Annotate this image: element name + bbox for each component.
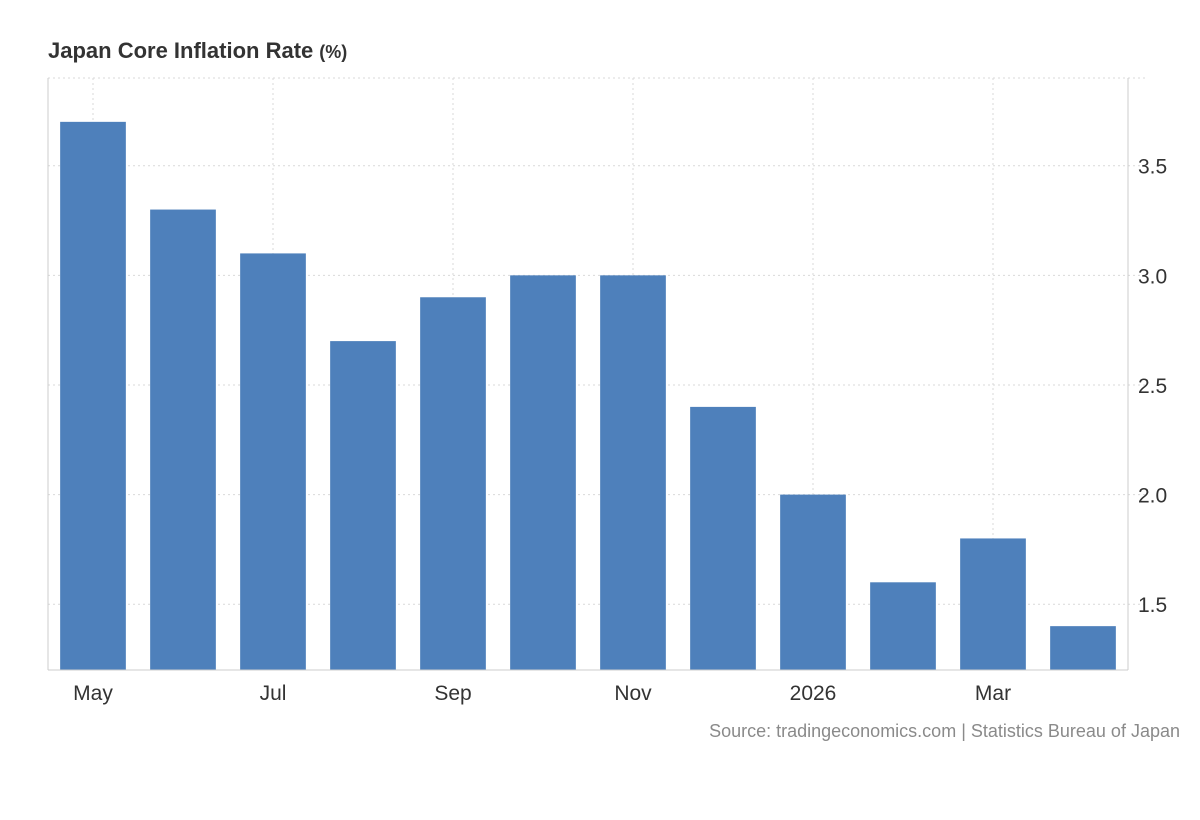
- axes: [47, 78, 1129, 671]
- bar: [150, 209, 216, 671]
- y-tick-label: 3.0: [1138, 265, 1167, 288]
- bar: [60, 121, 126, 670]
- chart-title: Japan Core Inflation Rate (%): [48, 38, 347, 64]
- bar: [690, 406, 756, 670]
- x-tick-label: Mar: [975, 682, 1011, 705]
- bar: [510, 275, 576, 670]
- bar: [960, 538, 1026, 670]
- y-tick-label: 2.0: [1138, 485, 1167, 508]
- y-tick-label: 3.5: [1138, 156, 1167, 179]
- bars: [60, 121, 1116, 671]
- x-tick-label: Jul: [260, 682, 287, 705]
- x-tick-label: 2026: [790, 682, 837, 705]
- x-tick-label: Sep: [434, 682, 471, 705]
- bar: [600, 275, 666, 670]
- bar-chart: 1.5 2.0 2.5 3.0 3.5 May Jul Sep Nov 2026 Mar: [47, 77, 1167, 705]
- bar: [330, 341, 396, 670]
- tick-labels: 1.5 2.0 2.5 3.0 3.5 May Jul Sep Nov 2026 Mar: [73, 156, 1167, 705]
- bar: [420, 297, 486, 670]
- y-tick-label: 2.5: [1138, 375, 1167, 398]
- bar: [240, 253, 306, 670]
- chart-title-text: Japan Core Inflation Rate: [48, 38, 314, 63]
- bar: [1050, 626, 1116, 670]
- x-tick-label: Nov: [614, 682, 652, 705]
- x-tick-label: May: [73, 682, 113, 705]
- chart-title-unit: (%): [319, 42, 348, 62]
- source-note: Source: tradingeconomics.com | Statistic…: [709, 721, 1180, 741]
- bar: [870, 582, 936, 670]
- y-tick-label: 1.5: [1138, 594, 1167, 617]
- bar: [780, 494, 846, 670]
